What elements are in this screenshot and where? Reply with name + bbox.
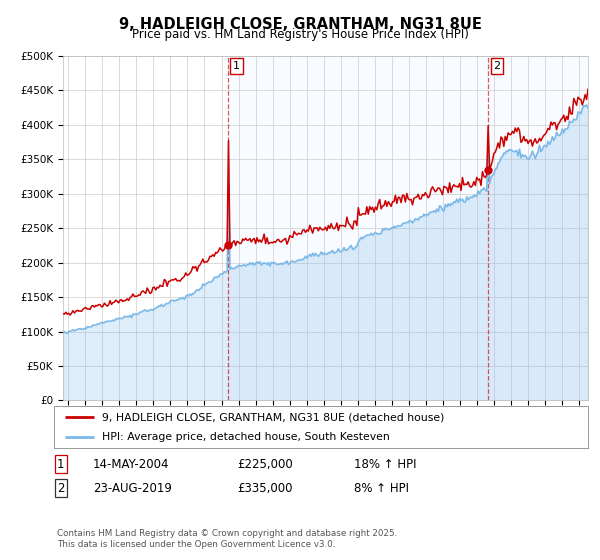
Text: 9, HADLEIGH CLOSE, GRANTHAM, NG31 8UE: 9, HADLEIGH CLOSE, GRANTHAM, NG31 8UE (119, 17, 481, 32)
Text: £335,000: £335,000 (237, 482, 293, 494)
Text: HPI: Average price, detached house, South Kesteven: HPI: Average price, detached house, Sout… (102, 432, 390, 442)
Text: Contains HM Land Registry data © Crown copyright and database right 2025.
This d: Contains HM Land Registry data © Crown c… (57, 529, 397, 549)
Text: 14-MAY-2004: 14-MAY-2004 (93, 458, 170, 470)
Text: 1: 1 (57, 458, 65, 470)
Text: £225,000: £225,000 (237, 458, 293, 470)
Text: 9, HADLEIGH CLOSE, GRANTHAM, NG31 8UE (detached house): 9, HADLEIGH CLOSE, GRANTHAM, NG31 8UE (d… (102, 412, 445, 422)
Text: 1: 1 (233, 61, 240, 71)
Text: 8% ↑ HPI: 8% ↑ HPI (354, 482, 409, 494)
Text: 23-AUG-2019: 23-AUG-2019 (93, 482, 172, 494)
Text: 18% ↑ HPI: 18% ↑ HPI (354, 458, 416, 470)
Text: 2: 2 (57, 482, 65, 494)
Text: Price paid vs. HM Land Registry's House Price Index (HPI): Price paid vs. HM Land Registry's House … (131, 28, 469, 41)
Bar (228, 56, 588, 400)
Text: 2: 2 (493, 61, 500, 71)
